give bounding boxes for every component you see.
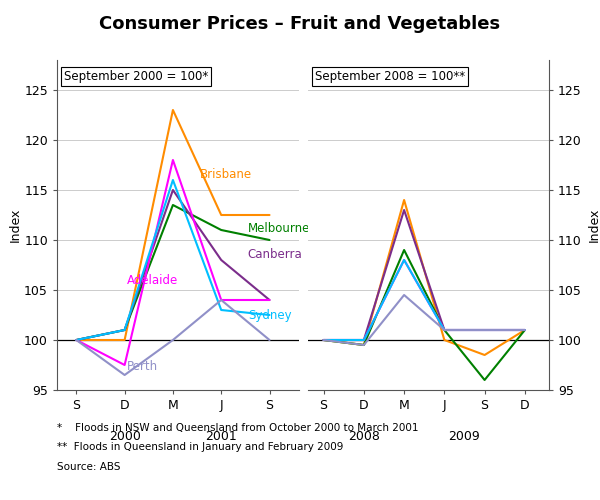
- Text: 2001: 2001: [205, 430, 237, 442]
- Text: Melbourne: Melbourne: [248, 222, 310, 234]
- Text: 2008: 2008: [348, 430, 380, 442]
- Text: September 2000 = 100*: September 2000 = 100*: [64, 70, 208, 83]
- Text: Perth: Perth: [127, 360, 158, 374]
- Text: September 2008 = 100**: September 2008 = 100**: [315, 70, 465, 83]
- Text: 2000: 2000: [109, 430, 140, 442]
- Text: Source: ABS: Source: ABS: [57, 462, 121, 472]
- Text: *    Floods in NSW and Queensland from October 2000 to March 2001: * Floods in NSW and Queensland from Octo…: [57, 422, 419, 432]
- Text: Adelaide: Adelaide: [127, 274, 178, 286]
- Text: **  Floods in Queensland in January and February 2009: ** Floods in Queensland in January and F…: [57, 442, 343, 452]
- Y-axis label: Index: Index: [587, 208, 600, 242]
- Text: Brisbane: Brisbane: [199, 168, 251, 181]
- Text: Canberra: Canberra: [248, 248, 302, 262]
- Y-axis label: Index: Index: [8, 208, 22, 242]
- Text: Consumer Prices – Fruit and Vegetables: Consumer Prices – Fruit and Vegetables: [100, 15, 500, 33]
- Text: Sydney: Sydney: [248, 308, 292, 322]
- Text: 2009: 2009: [449, 430, 481, 442]
